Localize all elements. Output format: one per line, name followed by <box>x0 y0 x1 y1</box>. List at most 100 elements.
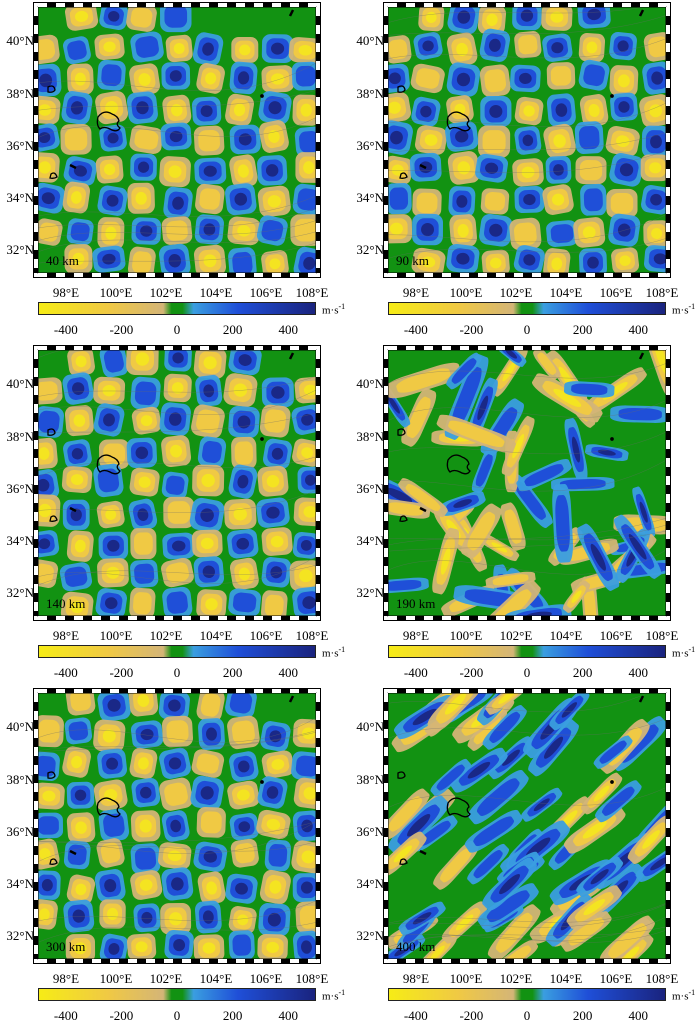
lat-tick-label: 36°N <box>356 481 384 496</box>
lat-tick-label: 34°N <box>356 876 384 891</box>
lon-tick-label: 98°E <box>52 628 80 643</box>
anomaly-cell <box>64 7 99 31</box>
lon-tick-label: 104°E <box>199 971 233 986</box>
anomaly-cell <box>297 466 316 494</box>
anomaly-cell <box>38 899 58 930</box>
lon-tick-label: 108°E <box>645 971 679 986</box>
anomaly-cell <box>62 181 90 214</box>
anomaly-cell <box>609 31 637 61</box>
anomaly-cell <box>60 123 92 155</box>
unit-text: m·s <box>672 304 689 317</box>
lon-tick-label: 102°E <box>499 628 533 643</box>
anomaly-streak <box>521 787 563 822</box>
anomaly-patch <box>479 580 541 616</box>
anomaly-cell <box>130 153 157 181</box>
anomaly-cell <box>163 373 192 403</box>
anomaly-cell <box>160 902 192 935</box>
anomaly-cell <box>161 471 189 499</box>
anomaly-cell <box>38 406 64 438</box>
colorbar-tick-label: -400 <box>403 665 428 680</box>
anomaly-cell <box>295 152 316 183</box>
qinghai-lake-outline <box>96 797 121 818</box>
anomaly-cell <box>94 868 126 903</box>
colorbar-tick-label: -400 <box>403 322 428 337</box>
anomaly-cell <box>63 899 95 933</box>
colorbar-tick-label: 200 <box>572 322 593 337</box>
anomaly-cell <box>514 186 545 214</box>
anomaly-cell <box>65 933 96 959</box>
anomaly-cell <box>449 214 477 248</box>
lon-tick-label: 104°E <box>199 285 233 300</box>
colorbar-unit: m·s-1 <box>322 302 345 317</box>
unit-exponent: -1 <box>688 302 696 311</box>
anomaly-cell <box>228 464 258 499</box>
anomaly-cell <box>446 243 480 273</box>
unit-exponent: -1 <box>688 988 696 997</box>
colorbar-tick-label: 400 <box>628 322 648 337</box>
colorbar-tick-label: -400 <box>53 665 78 680</box>
anomaly-cell <box>413 32 443 60</box>
anomaly-cell <box>263 438 292 469</box>
anomaly-cell <box>98 531 129 560</box>
lake-outline-small <box>397 428 406 436</box>
lon-tick-label: 98°E <box>52 285 80 300</box>
lake-outlines <box>47 9 295 179</box>
anomaly-cell <box>95 155 124 184</box>
lat-tick-label: 38°N <box>356 429 384 444</box>
anomaly-cell <box>542 33 573 62</box>
anomaly-field <box>388 693 666 959</box>
colorbar-unit: m·s-1 <box>322 645 345 660</box>
anomaly-streak <box>467 769 529 825</box>
anomaly-cell <box>225 873 258 904</box>
anomaly-cell <box>261 250 289 273</box>
lon-tick-label: 104°E <box>549 971 583 986</box>
anomaly-cell <box>163 186 193 220</box>
map-frame <box>383 345 671 621</box>
lake-outline-small <box>399 858 408 865</box>
colorbar-tick-label: -400 <box>403 1008 428 1023</box>
anomaly-cell <box>129 587 156 616</box>
anomaly-cell <box>62 746 91 778</box>
anomaly-cell <box>542 184 574 215</box>
anomaly-cell <box>128 693 159 717</box>
lat-tick-label: 38°N <box>6 772 34 787</box>
anomaly-patch <box>531 373 603 423</box>
anomaly-cell <box>38 182 66 214</box>
anomaly-cell <box>193 556 225 588</box>
anomaly-patch <box>516 459 572 492</box>
anomaly-patch <box>632 486 656 538</box>
anomaly-patch <box>432 527 460 595</box>
anomaly-cell <box>224 498 257 530</box>
lon-tick-label: 106°E <box>599 628 633 643</box>
colorbar <box>388 302 666 315</box>
anomaly-streak <box>487 736 535 780</box>
anomaly-cell <box>161 435 192 467</box>
anomaly-patch <box>398 478 448 518</box>
anomaly-cell <box>295 901 316 934</box>
anomaly-streak <box>433 840 479 890</box>
lat-tick-label: 36°N <box>6 481 34 496</box>
lon-tick-label: 108°E <box>295 628 329 643</box>
anomaly-streak <box>477 883 539 930</box>
anomaly-patch <box>577 523 620 591</box>
lat-tick-label: 32°N <box>6 242 34 257</box>
anomaly-cell <box>130 843 161 875</box>
map-panel-190km: 40°N 38°N 36°N 34°N 32°N 98°E 100°E 102°E 104°E 1… <box>350 343 695 686</box>
anomaly-cell <box>259 404 291 438</box>
map-frame <box>383 688 671 964</box>
anomaly-streak <box>388 788 430 840</box>
anomaly-cell <box>448 186 476 217</box>
anomaly-cell <box>291 404 316 435</box>
anomaly-patch <box>471 447 497 494</box>
fault-lines <box>388 693 666 951</box>
anomaly-patch <box>485 571 536 588</box>
colorbar-tick-label: 400 <box>278 322 298 337</box>
anomaly-cell <box>130 528 157 560</box>
anomaly-cell <box>292 94 316 126</box>
anomaly-cell <box>258 903 291 937</box>
anomaly-patch <box>388 499 431 519</box>
anomaly-cell <box>574 121 604 154</box>
anomaly-cell <box>578 248 608 273</box>
anomaly-cell <box>641 184 666 215</box>
anomaly-cell <box>164 350 192 372</box>
